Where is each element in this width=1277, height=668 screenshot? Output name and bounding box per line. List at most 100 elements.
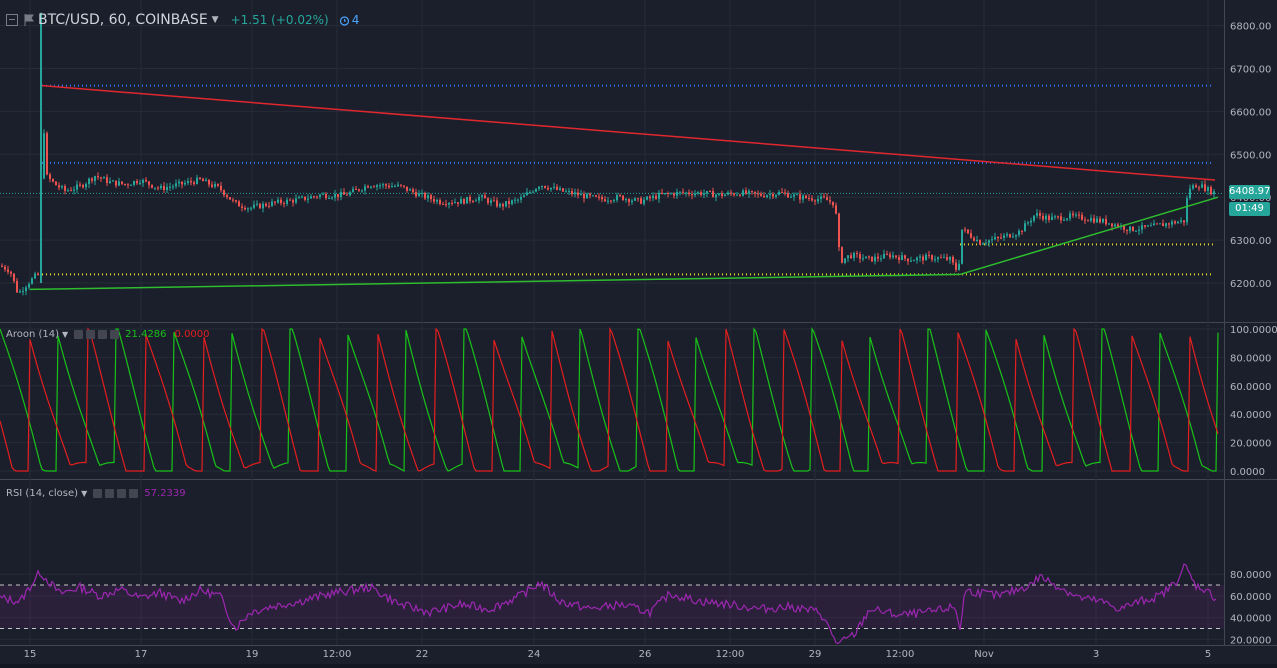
- candle-body: [328, 198, 330, 200]
- candle-body: [823, 196, 825, 198]
- candle-body: [238, 201, 240, 207]
- candle-body: [970, 233, 972, 238]
- candle-body: [781, 192, 783, 194]
- candle-body: [388, 185, 390, 188]
- candle-body: [1147, 225, 1149, 227]
- candle-body: [415, 192, 417, 197]
- candle-body: [286, 199, 288, 204]
- candle-body: [457, 202, 459, 204]
- rsi-legend: RSI (14, close) ▼ 57.2339: [6, 488, 186, 499]
- candle-body: [382, 184, 384, 186]
- candle-body: [454, 202, 456, 204]
- candle-body: [1114, 224, 1116, 227]
- candle-body: [616, 195, 618, 201]
- candle-body: [292, 200, 294, 203]
- aroon-down-line: [0, 326, 1219, 472]
- candle-body: [121, 181, 123, 184]
- symbol-label[interactable]: BTC/USD, 60, COINBASE: [38, 12, 208, 28]
- close-icon[interactable]: [129, 489, 139, 498]
- candle-body: [670, 193, 672, 195]
- candle-body: [676, 191, 678, 196]
- candle-body: [85, 183, 87, 188]
- eye-icon[interactable]: [74, 330, 84, 339]
- rsi-caret-icon[interactable]: ▼: [81, 489, 88, 498]
- close-icon[interactable]: [110, 330, 120, 339]
- candle-body: [496, 200, 498, 207]
- settings-icon[interactable]: [86, 330, 96, 339]
- candle-body: [691, 194, 693, 196]
- candle-body: [925, 254, 927, 261]
- candle-body: [88, 178, 90, 184]
- rsi-value: 57.2339: [144, 488, 186, 499]
- candle-body: [928, 254, 930, 256]
- candle-body: [880, 258, 882, 260]
- candle-body: [1150, 225, 1152, 227]
- candle-body: [1123, 225, 1125, 230]
- eye-icon[interactable]: [93, 489, 103, 498]
- chart-header: BTC/USD, 60, COINBASE ▼ +1.51 (+0.02%) 4: [6, 8, 359, 32]
- candle-body: [724, 194, 726, 197]
- flag-icon[interactable]: [24, 14, 34, 26]
- collapse-icon[interactable]: [6, 14, 18, 26]
- rsi-title[interactable]: RSI (14, close): [6, 488, 79, 499]
- candle-body: [1204, 184, 1206, 191]
- time-tick-label: 5: [1205, 649, 1211, 660]
- candle-body: [397, 184, 399, 187]
- candle-body: [973, 237, 975, 241]
- candle-body: [493, 200, 495, 202]
- aroon-title[interactable]: Aroon (14): [6, 329, 60, 340]
- candle-body: [1129, 226, 1131, 231]
- aroon-tick-label: 0.0000: [1230, 467, 1265, 478]
- price-tick-label: 6800.00: [1230, 22, 1271, 33]
- candle-body: [367, 186, 369, 188]
- candle-body: [376, 185, 378, 187]
- candle-body: [1045, 215, 1047, 220]
- candle-body: [490, 200, 492, 203]
- candle-body: [226, 195, 228, 198]
- candle-body: [184, 182, 186, 185]
- alarm-icon[interactable]: [339, 15, 350, 26]
- candle-body: [442, 203, 444, 205]
- candle-body: [1039, 213, 1041, 216]
- candle-body: [1009, 234, 1011, 238]
- plus-icon[interactable]: [98, 330, 108, 339]
- candle-body: [250, 207, 252, 209]
- settings-icon[interactable]: [105, 489, 115, 498]
- candle-body: [829, 200, 831, 202]
- plus-icon[interactable]: [117, 489, 127, 498]
- candle-body: [946, 257, 948, 260]
- candle-body: [988, 240, 990, 243]
- candle-body: [202, 178, 204, 182]
- candle-body: [1051, 216, 1053, 220]
- symbol-caret-icon[interactable]: ▼: [211, 15, 219, 25]
- candle-body: [664, 192, 666, 194]
- candle-body: [1138, 229, 1140, 231]
- candle-body: [532, 191, 534, 193]
- candle-body: [1213, 191, 1215, 195]
- price-tick-label: 6500.00: [1230, 150, 1271, 161]
- candle-body: [1156, 223, 1158, 225]
- candle-body: [505, 201, 507, 207]
- candle-body: [667, 192, 669, 194]
- candle-body: [1063, 219, 1065, 221]
- candle-body: [106, 177, 108, 183]
- candle-body: [139, 182, 141, 184]
- candle-body: [901, 255, 903, 260]
- candle-body: [325, 194, 327, 199]
- candle-body: [1141, 225, 1143, 230]
- candle-body: [1072, 213, 1074, 216]
- candle-body: [805, 195, 807, 198]
- candle-body: [172, 186, 174, 188]
- candle-body: [1168, 223, 1170, 225]
- candle-body: [778, 192, 780, 195]
- candle-body: [934, 259, 936, 261]
- time-tick-label: 19: [246, 649, 259, 660]
- price-change: +1.51 (+0.02%): [230, 13, 329, 27]
- alert-count[interactable]: 4: [351, 13, 360, 27]
- time-tick-label: 26: [639, 649, 652, 660]
- candle-body: [919, 256, 921, 258]
- aroon-caret-icon[interactable]: ▼: [62, 330, 69, 339]
- candle-body: [682, 191, 684, 193]
- candle-body: [892, 255, 894, 258]
